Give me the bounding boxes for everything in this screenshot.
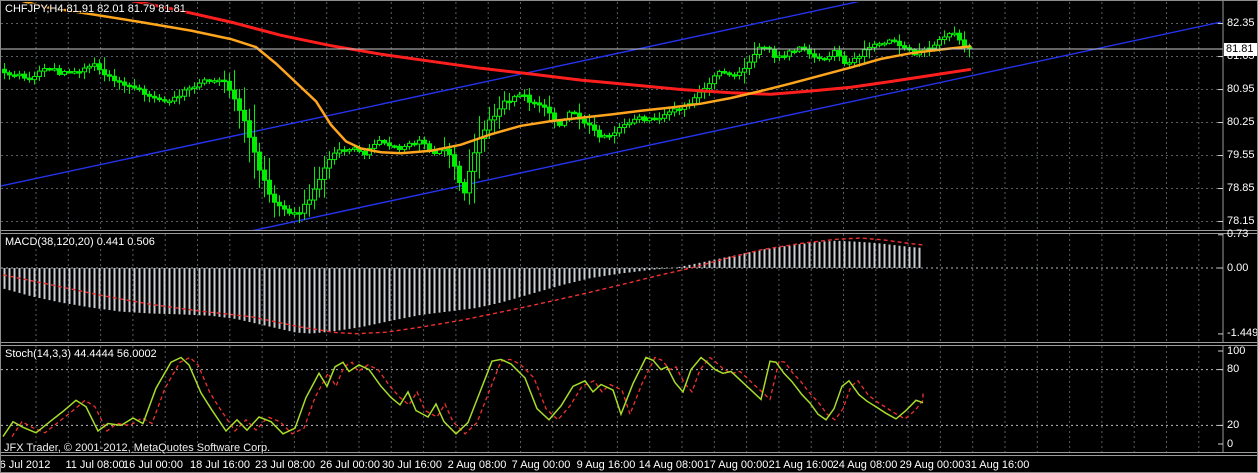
macd-indicator-label: MACD(38,120,20) 0.441 0.506 bbox=[5, 236, 155, 248]
stoch-axis-label: 0 bbox=[1227, 437, 1234, 450]
macd-axis-label: -1.449 bbox=[1227, 327, 1258, 340]
stoch-axis-label: 100 bbox=[1227, 344, 1246, 357]
time-axis-label: 24 Aug 08:00 bbox=[832, 459, 898, 471]
macd-axis-label: 0.00 bbox=[1227, 261, 1249, 274]
time-axis-label: 29 Aug 00:00 bbox=[899, 459, 965, 471]
macd-axis-label: 0.73 bbox=[1227, 228, 1249, 241]
time-axis-label: 11 Jul 08:00 bbox=[65, 459, 125, 471]
time-axis-label: 17 Aug 00:00 bbox=[703, 459, 769, 471]
time-axis-label: 18 Jul 16:00 bbox=[190, 459, 250, 471]
time-axis-label: 7 Aug 00:00 bbox=[511, 459, 571, 471]
time-axis-label: 23 Jul 08:00 bbox=[255, 459, 315, 471]
stoch-axis-label: 80 bbox=[1227, 363, 1240, 376]
stoch-axis-label: 20 bbox=[1227, 418, 1240, 431]
time-axis-label: 9 Aug 16:00 bbox=[576, 459, 636, 471]
platform-copyright: JFX Trader, © 2001-2012, MetaQuotes Soft… bbox=[4, 442, 271, 454]
panel-separator-stoch[interactable] bbox=[1, 452, 1257, 456]
time-axis-label: 30 Jul 16:00 bbox=[382, 459, 442, 471]
price-axis-label: 78.85 bbox=[1227, 182, 1255, 195]
symbol-title: CHFJPY,H4 81.91 82.01 81.79 81.81 bbox=[5, 3, 186, 15]
time-axis[interactable] bbox=[1, 456, 1257, 472]
price-axis-label: 80.25 bbox=[1227, 116, 1255, 129]
price-axis-label: 79.55 bbox=[1227, 149, 1255, 162]
time-axis-label: 26 Jul 00:00 bbox=[320, 459, 380, 471]
time-axis-label: 14 Aug 08:00 bbox=[638, 459, 704, 471]
time-axis-label: 16 Jul 00:00 bbox=[123, 459, 183, 471]
price-axis-label: 82.35 bbox=[1227, 17, 1255, 30]
panel-separator-macd[interactable] bbox=[1, 342, 1257, 346]
time-axis-label: 21 Aug 16:00 bbox=[768, 459, 834, 471]
stoch-indicator-label: Stoch(14,3,3) 44.4444 56.0002 bbox=[5, 348, 157, 360]
time-axis-label: 31 Aug 16:00 bbox=[964, 459, 1030, 471]
price-axis-label: 80.95 bbox=[1227, 83, 1255, 96]
panel-separator-main[interactable] bbox=[1, 230, 1257, 234]
current-price-badge: 81.81 bbox=[1224, 42, 1257, 56]
time-axis-label: 6 Jul 2012 bbox=[0, 459, 51, 471]
price-axis-label: 78.15 bbox=[1227, 215, 1255, 228]
time-axis-label: 2 Aug 08:00 bbox=[447, 459, 507, 471]
